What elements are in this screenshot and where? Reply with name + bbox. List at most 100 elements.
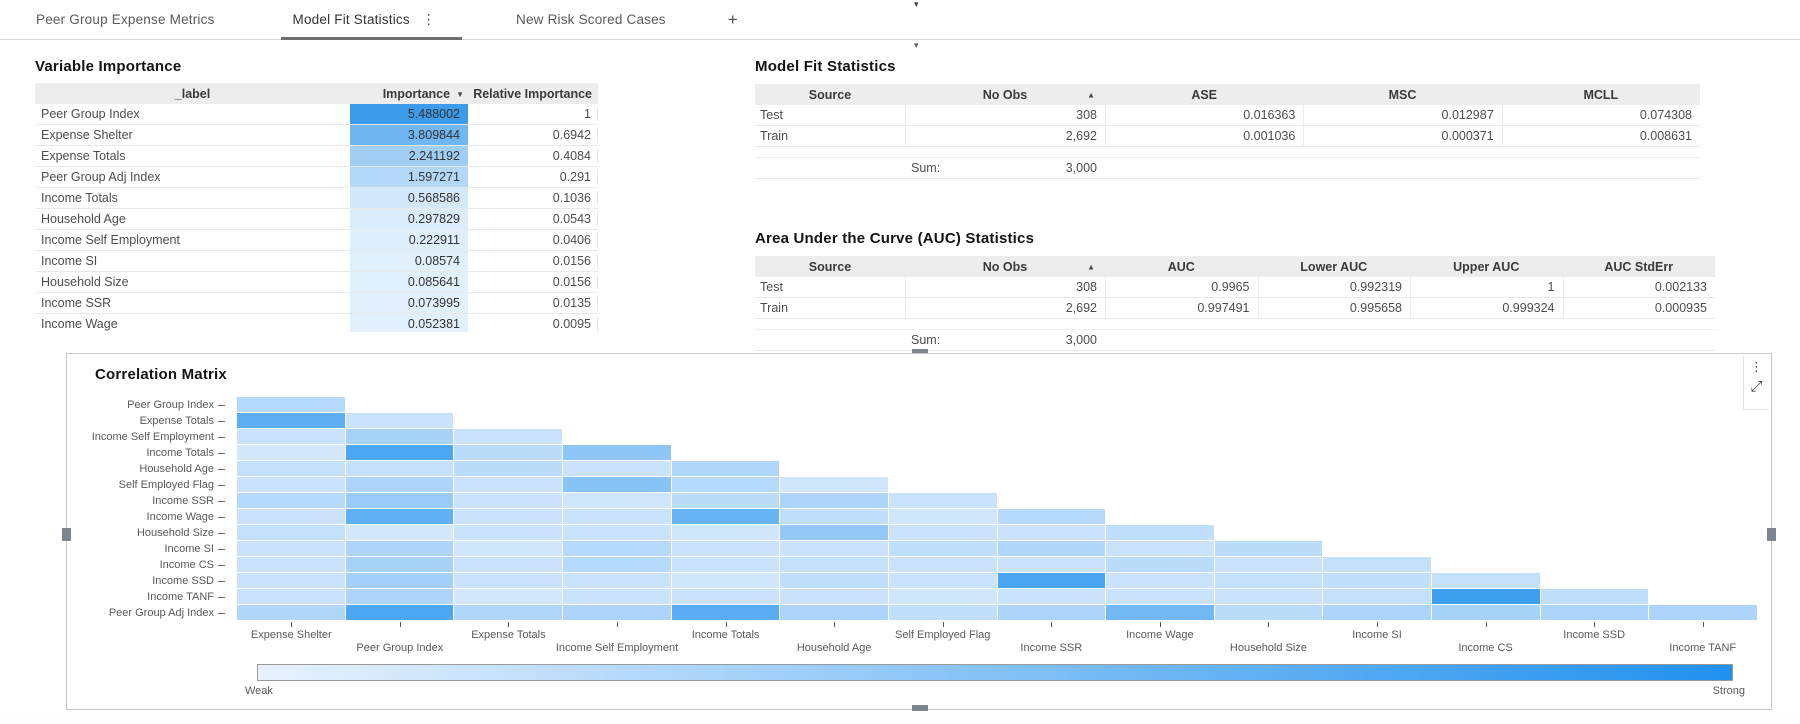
table-row[interactable]: Income SSR 0.073995 0.0135 <box>35 293 598 314</box>
heatmap-cell[interactable] <box>997 557 1106 572</box>
heatmap-cell[interactable] <box>888 525 997 540</box>
heatmap-cell[interactable] <box>671 509 780 524</box>
heatmap-cell[interactable] <box>454 445 562 460</box>
heatmap-cell[interactable] <box>345 429 454 444</box>
column-header-auc-stderr[interactable]: AUC StdErr <box>1604 259 1674 274</box>
heatmap-cell[interactable] <box>888 509 997 524</box>
heatmap-cell[interactable] <box>780 477 888 492</box>
heatmap-cell[interactable] <box>671 493 780 508</box>
heatmap-cell[interactable] <box>671 541 780 556</box>
table-row[interactable]: Test 308 0.9965 0.992319 1 0.002133 <box>755 277 1715 298</box>
heatmap-cell[interactable] <box>562 557 671 572</box>
heatmap-cell[interactable] <box>780 493 888 508</box>
heatmap-cell[interactable] <box>562 493 671 508</box>
heatmap-cell[interactable] <box>780 605 888 620</box>
heatmap-cell[interactable] <box>997 605 1106 620</box>
table-row[interactable]: Train 2,692 0.001036 0.000371 0.008631 <box>755 126 1700 147</box>
column-header-source[interactable]: Source <box>808 259 852 274</box>
heatmap-cell[interactable] <box>780 541 888 556</box>
heatmap-cell[interactable] <box>454 461 562 476</box>
heatmap-cell[interactable] <box>345 573 454 588</box>
table-row[interactable]: Expense Shelter 3.809844 0.6942 <box>35 125 598 146</box>
heatmap-cell[interactable] <box>345 541 454 556</box>
column-header-auc[interactable]: AUC <box>1167 259 1195 274</box>
add-tab-button[interactable]: + <box>727 9 738 29</box>
heatmap-cell[interactable] <box>562 605 671 620</box>
heatmap-cell[interactable] <box>780 509 888 524</box>
heatmap-cell[interactable] <box>345 445 454 460</box>
table-row[interactable]: Train 2,692 0.997491 0.995658 0.999324 0.0009… <box>755 298 1715 319</box>
heatmap-cell[interactable] <box>345 461 454 476</box>
heatmap-cell[interactable] <box>237 397 345 412</box>
heatmap-cell[interactable] <box>345 605 454 620</box>
heatmap-cell[interactable] <box>1649 605 1757 620</box>
column-header-label[interactable]: _label <box>174 86 211 101</box>
heatmap-cell[interactable] <box>1323 573 1432 588</box>
heatmap-cell[interactable] <box>345 413 454 428</box>
heatmap-cell[interactable] <box>1214 573 1323 588</box>
heatmap-cell[interactable] <box>1106 557 1214 572</box>
heatmap-cell[interactable] <box>562 541 671 556</box>
heatmap-cell[interactable] <box>345 557 454 572</box>
heatmap-cell[interactable] <box>237 429 345 444</box>
tab-peer-group-expense-metrics[interactable]: Peer Group Expense Metrics <box>0 0 257 39</box>
heatmap-cell[interactable] <box>1323 557 1432 572</box>
heatmap-cell[interactable] <box>345 509 454 524</box>
table-row[interactable]: Income SI 0.08574 0.0156 <box>35 251 598 272</box>
heatmap-cell[interactable] <box>237 605 345 620</box>
table-row[interactable]: Income Wage 0.052381 0.0095 <box>35 314 598 332</box>
heatmap-cell[interactable] <box>237 445 345 460</box>
heatmap-cell[interactable] <box>671 573 780 588</box>
panel-bottom-resize-handle[interactable] <box>912 705 928 715</box>
heatmap-cell[interactable] <box>1214 605 1323 620</box>
column-header-ase[interactable]: ASE <box>1191 87 1218 102</box>
heatmap-cell[interactable] <box>780 557 888 572</box>
heatmap-cell[interactable] <box>454 477 562 492</box>
heatmap-cell[interactable] <box>454 605 562 620</box>
heatmap-cell[interactable] <box>345 525 454 540</box>
column-header-mcll[interactable]: MCLL <box>1583 87 1619 102</box>
column-header-upper-auc[interactable]: Upper AUC <box>1453 259 1520 274</box>
heatmap-cell[interactable] <box>1106 525 1214 540</box>
heatmap-cell[interactable] <box>1214 589 1323 604</box>
heatmap-cell[interactable] <box>237 477 345 492</box>
table-row[interactable]: Household Size 0.085641 0.0156 <box>35 272 598 293</box>
heatmap-cell[interactable] <box>888 557 997 572</box>
heatmap-cell[interactable] <box>888 589 997 604</box>
heatmap-cell[interactable] <box>1106 573 1214 588</box>
heatmap-cell[interactable] <box>454 493 562 508</box>
heatmap-cell[interactable] <box>237 413 345 428</box>
tab-new-risk-scored-cases[interactable]: New Risk Scored Cases <box>480 0 708 39</box>
heatmap-cell[interactable] <box>1214 541 1323 556</box>
heatmap-cell[interactable] <box>562 477 671 492</box>
heatmap-cell[interactable] <box>1540 589 1649 604</box>
table-row[interactable]: Expense Totals 2.241192 0.4084 <box>35 146 598 167</box>
heatmap-cell[interactable] <box>237 589 345 604</box>
column-header-no-obs[interactable]: No Obs ▲ <box>982 259 1095 274</box>
heatmap-cell[interactable] <box>671 525 780 540</box>
heatmap-cell[interactable] <box>997 589 1106 604</box>
collapse-caret-top-icon[interactable]: ▾ <box>914 0 919 9</box>
heatmap-cell[interactable] <box>997 525 1106 540</box>
column-header-no-obs[interactable]: No Obs ▲ <box>982 87 1095 102</box>
heatmap-cell[interactable] <box>671 461 780 476</box>
table-row[interactable]: Household Age 0.297829 0.0543 <box>35 209 598 230</box>
column-header-source[interactable]: Source <box>808 87 852 102</box>
expand-panel-icon[interactable]: ⤢ <box>1750 378 1763 395</box>
correlation-matrix-panel[interactable]: Correlation Matrix ⋮ ⤢ Peer Group Index E… <box>66 353 1772 710</box>
panel-right-resize-handle[interactable] <box>1767 528 1776 541</box>
heatmap-cell[interactable] <box>780 589 888 604</box>
heatmap-cell[interactable] <box>1214 557 1323 572</box>
panel-left-resize-handle[interactable] <box>62 528 71 541</box>
heatmap-cell[interactable] <box>454 573 562 588</box>
heatmap-cell[interactable] <box>237 493 345 508</box>
heatmap-cell[interactable] <box>237 573 345 588</box>
heatmap-cell[interactable] <box>454 541 562 556</box>
heatmap-cell[interactable] <box>1106 589 1214 604</box>
heatmap-cell[interactable] <box>454 589 562 604</box>
heatmap-cell[interactable] <box>671 557 780 572</box>
heatmap-cell[interactable] <box>454 525 562 540</box>
heatmap-cell[interactable] <box>562 525 671 540</box>
heatmap-cell[interactable] <box>454 557 562 572</box>
table-row[interactable]: Peer Group Index 5.488002 1 <box>35 104 598 125</box>
